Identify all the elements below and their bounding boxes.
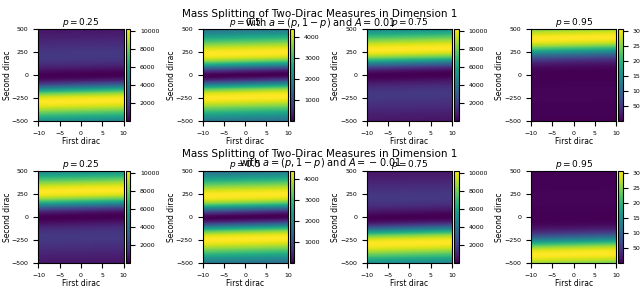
Y-axis label: Second dirac: Second dirac [167, 50, 176, 100]
Y-axis label: Second dirac: Second dirac [331, 192, 340, 242]
Title: $p = 0.75$: $p = 0.75$ [390, 16, 428, 29]
Title: $p = 0.25$: $p = 0.25$ [62, 16, 100, 29]
Title: $p = 0.95$: $p = 0.95$ [554, 16, 593, 29]
Text: Mass Splitting of Two-Dirac Measures in Dimension 1: Mass Splitting of Two-Dirac Measures in … [182, 149, 458, 159]
X-axis label: First dirac: First dirac [554, 279, 593, 288]
Title: $p = 0.95$: $p = 0.95$ [554, 158, 593, 171]
Title: $p = 0.5$: $p = 0.5$ [229, 158, 261, 171]
Title: $p = 0.5$: $p = 0.5$ [229, 16, 261, 29]
X-axis label: First dirac: First dirac [554, 137, 593, 146]
Y-axis label: Second dirac: Second dirac [3, 192, 12, 242]
X-axis label: First dirac: First dirac [226, 137, 264, 146]
Title: $p = 0.75$: $p = 0.75$ [390, 158, 428, 171]
Title: $p = 0.25$: $p = 0.25$ [62, 158, 100, 171]
X-axis label: First dirac: First dirac [226, 279, 264, 288]
Y-axis label: Second dirac: Second dirac [495, 50, 504, 100]
X-axis label: First dirac: First dirac [390, 279, 428, 288]
Text: with $a = (p, 1-p)$ and $A = 0.01$: with $a = (p, 1-p)$ and $A = 0.01$ [244, 16, 396, 30]
X-axis label: First dirac: First dirac [62, 279, 100, 288]
Text: with $a = (p, 1-p)$ and $A = -0.01$: with $a = (p, 1-p)$ and $A = -0.01$ [239, 156, 401, 170]
X-axis label: First dirac: First dirac [390, 137, 428, 146]
Y-axis label: Second dirac: Second dirac [495, 192, 504, 242]
Y-axis label: Second dirac: Second dirac [331, 50, 340, 100]
X-axis label: First dirac: First dirac [62, 137, 100, 146]
Y-axis label: Second dirac: Second dirac [167, 192, 176, 242]
Y-axis label: Second dirac: Second dirac [3, 50, 12, 100]
Text: Mass Splitting of Two-Dirac Measures in Dimension 1: Mass Splitting of Two-Dirac Measures in … [182, 9, 458, 19]
